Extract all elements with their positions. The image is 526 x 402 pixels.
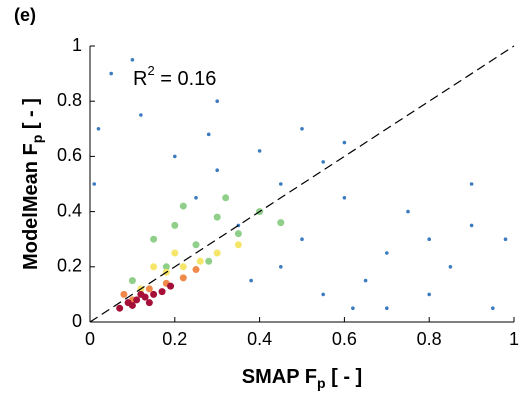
annotation-rest: = 0.16 [155, 68, 217, 90]
point [300, 127, 304, 131]
point [130, 58, 135, 62]
point [427, 292, 432, 297]
point [279, 265, 283, 269]
point [194, 196, 198, 200]
point [448, 265, 453, 269]
point [171, 249, 179, 257]
x-label-base: SMAP F [242, 366, 317, 388]
point [351, 306, 355, 311]
point [179, 263, 187, 271]
point [120, 290, 128, 298]
annotation-sup: 2 [147, 63, 154, 78]
y-label-rest: [ - ] [20, 98, 42, 135]
point [162, 263, 170, 271]
point [150, 263, 158, 271]
point [158, 288, 166, 296]
y-label-sub: p [29, 135, 45, 144]
point [385, 251, 389, 255]
point [342, 140, 347, 145]
point [92, 182, 97, 186]
point [234, 230, 242, 238]
point [96, 127, 101, 131]
x-tick-label: 0.8 [417, 329, 442, 349]
point [109, 71, 113, 76]
point [406, 209, 410, 214]
point [179, 274, 187, 282]
x-label-sub: p [317, 375, 326, 391]
point [321, 292, 326, 297]
point [150, 235, 158, 243]
point [321, 160, 326, 164]
annotation: R2 = 0.16 [133, 63, 216, 90]
point [179, 202, 187, 210]
x-tick-label: 1 [509, 329, 519, 349]
point [167, 282, 175, 290]
point [213, 249, 221, 257]
point [145, 285, 153, 293]
point [385, 306, 389, 311]
point [300, 237, 304, 241]
point [427, 237, 432, 241]
point [150, 290, 158, 298]
y-tick-label: 0.2 [57, 256, 82, 276]
point [133, 296, 141, 304]
point [279, 182, 283, 186]
point [171, 221, 179, 229]
y-tick-label: 0.8 [57, 90, 82, 110]
point [503, 237, 508, 241]
x-label-rest: [ - ] [326, 366, 363, 388]
point [137, 290, 145, 298]
x-axis-label: SMAP Fp [ - ] [242, 366, 362, 390]
annotation-base: R [133, 68, 147, 90]
point [173, 154, 177, 159]
point [128, 277, 136, 285]
point [205, 257, 213, 265]
x-tick-label: 0.2 [162, 329, 187, 349]
point [192, 241, 200, 249]
point [222, 194, 230, 202]
y-axis-label: ModelMean Fp [ - ] [20, 98, 44, 270]
point [145, 299, 153, 307]
point [192, 266, 200, 274]
point [469, 223, 474, 228]
point [206, 132, 211, 137]
one-to-one-line [89, 45, 515, 323]
point [128, 301, 136, 309]
y-tick-label: 1 [72, 35, 82, 55]
point [491, 306, 495, 311]
point [342, 196, 347, 200]
point [196, 257, 204, 265]
y-tick-label: 0 [72, 311, 82, 331]
point [277, 219, 285, 227]
point [215, 99, 219, 103]
point [213, 213, 221, 221]
point [139, 113, 143, 117]
panel-label: (e) [14, 5, 36, 25]
x-tick-label: 0 [85, 329, 95, 349]
x-tick-label: 0.4 [247, 329, 272, 349]
point [363, 278, 368, 283]
point [469, 182, 474, 186]
point [116, 304, 124, 312]
point [234, 241, 242, 249]
point [257, 149, 262, 153]
point [249, 278, 253, 283]
y-tick-label: 0.6 [57, 145, 82, 165]
point [215, 168, 219, 172]
y-tick-label: 0.4 [57, 200, 82, 220]
y-label-base: ModelMean F [20, 143, 42, 270]
x-tick-label: 0.6 [332, 329, 357, 349]
